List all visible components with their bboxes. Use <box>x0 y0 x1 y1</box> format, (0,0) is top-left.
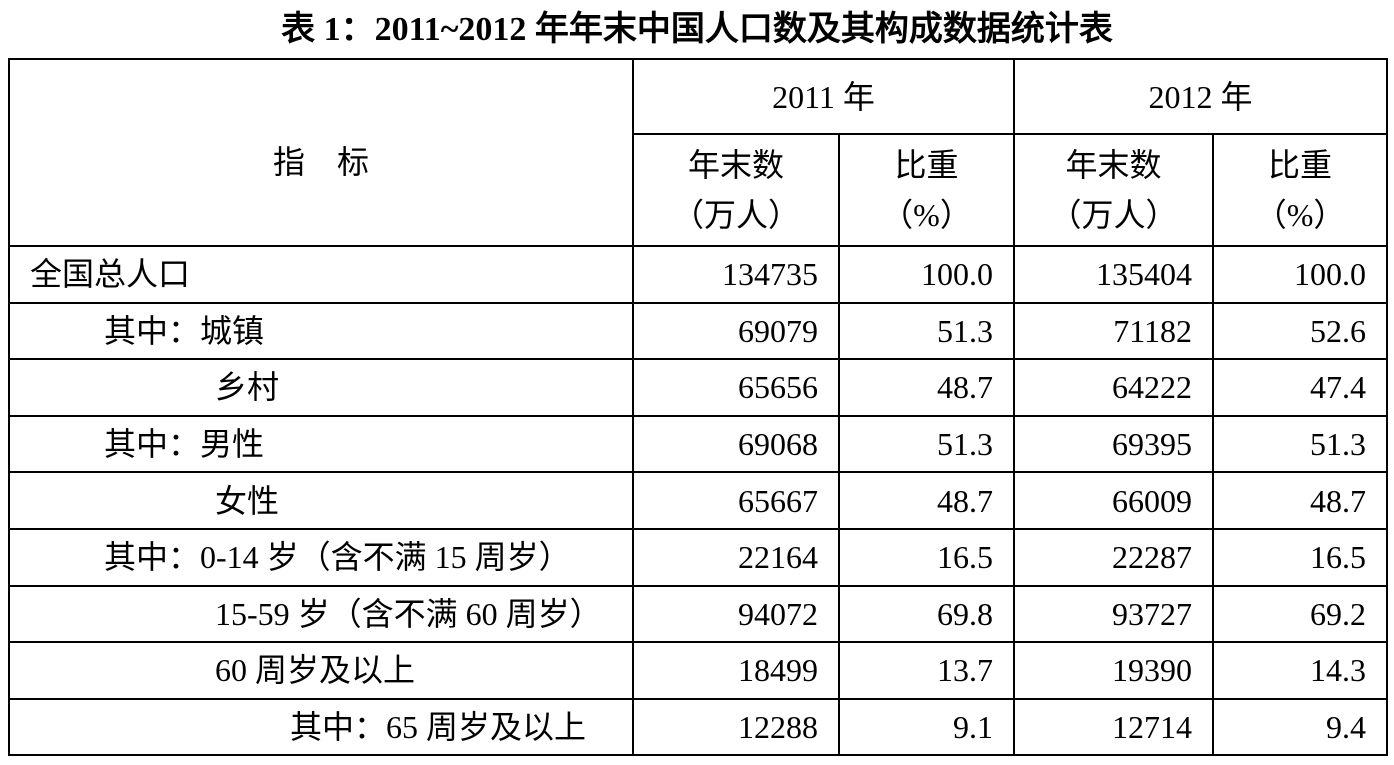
cell-value: 94072 <box>632 584 840 644</box>
row-label: 乡村 <box>8 358 634 417</box>
column-header-line: （%） <box>881 197 972 233</box>
table-row: 其中：城镇 69079 51.3 71182 52.6 <box>8 301 1389 361</box>
table-row: 其中：男性 69068 51.3 69395 51.3 <box>8 414 1389 474</box>
cell-value: 48.7 <box>837 471 1016 530</box>
cell-value: 69068 <box>632 414 840 474</box>
cell-value: 16.5 <box>1212 527 1389 587</box>
cell-value: 22164 <box>632 527 840 587</box>
table-row: 全国总人口 134735 100.0 135404 100.0 <box>8 245 1389 304</box>
row-label: 其中：0-14 岁（含不满 15 周岁） <box>8 527 634 587</box>
cell-value: 65656 <box>632 358 840 417</box>
table-row: 60 周岁及以上 18499 13.7 19390 14.3 <box>8 641 1389 700</box>
cell-value: 13.7 <box>837 641 1016 700</box>
cell-value: 12288 <box>632 697 840 757</box>
row-label: 其中：男性 <box>8 414 634 474</box>
row-label: 其中：65 周岁及以上 <box>8 697 634 757</box>
cell-value: 18499 <box>632 641 840 700</box>
cell-value: 71182 <box>1013 301 1215 361</box>
row-label: 全国总人口 <box>8 245 634 304</box>
cell-value: 19390 <box>1013 641 1215 700</box>
cell-value: 22287 <box>1013 527 1215 587</box>
cell-value: 47.4 <box>1212 358 1389 417</box>
year-header: 2011 年 <box>631 58 1016 135</box>
column-header-line: （万人） <box>671 197 800 233</box>
cell-value: 51.3 <box>837 414 1016 474</box>
cell-value: 12714 <box>1013 697 1215 757</box>
column-header-line: 年末数 <box>687 147 784 183</box>
cell-value: 69079 <box>632 301 840 361</box>
cell-value: 16.5 <box>837 527 1016 587</box>
column-header: 比重 （%） <box>837 133 1016 247</box>
cell-value: 51.3 <box>837 301 1016 361</box>
cell-value: 100.0 <box>837 245 1016 304</box>
column-header-line: 比重 <box>894 147 959 183</box>
cell-value: 51.3 <box>1212 414 1389 474</box>
column-header-line: （%） <box>1254 197 1346 233</box>
cell-value: 69.8 <box>837 584 1016 644</box>
cell-value: 69.2 <box>1212 584 1389 644</box>
table-row: 其中：0-14 岁（含不满 15 周岁） 22164 16.5 22287 16.5 <box>8 527 1389 587</box>
table-row: 女性 65667 48.7 66009 48.7 <box>8 471 1389 530</box>
row-label: 60 周岁及以上 <box>8 641 634 700</box>
cell-value: 9.1 <box>837 697 1016 757</box>
column-header: 比重 （%） <box>1212 133 1389 247</box>
cell-value: 65667 <box>632 471 840 530</box>
row-label: 女性 <box>8 471 634 530</box>
cell-value: 52.6 <box>1212 301 1389 361</box>
column-header: 年末数 （万人） <box>632 133 840 247</box>
year-header: 2012 年 <box>1013 58 1389 135</box>
row-label: 其中：城镇 <box>8 301 634 361</box>
column-header-line: 年末数 <box>1065 147 1162 183</box>
table-row: 其中：65 周岁及以上 12288 9.1 12714 9.4 <box>8 697 1389 757</box>
row-label: 15-59 岁（含不满 60 周岁） <box>8 584 634 644</box>
cell-value: 69395 <box>1013 414 1215 474</box>
column-header: 年末数 （万人） <box>1013 133 1215 247</box>
cell-value: 93727 <box>1013 584 1215 644</box>
table-title: 表 1：2011~2012 年年末中国人口数及其构成数据统计表 <box>281 11 1113 48</box>
cell-value: 135404 <box>1013 245 1215 304</box>
cell-value: 66009 <box>1013 471 1215 530</box>
cell-value: 9.4 <box>1212 697 1389 757</box>
cell-value: 64222 <box>1013 358 1215 417</box>
indicator-header: 指 标 <box>8 58 634 247</box>
cell-value: 100.0 <box>1212 245 1389 304</box>
cell-value: 134735 <box>632 245 840 304</box>
column-header-line: 比重 <box>1268 147 1333 183</box>
table-row: 15-59 岁（含不满 60 周岁） 94072 69.8 93727 69.2 <box>8 584 1389 644</box>
cell-value: 14.3 <box>1212 641 1389 700</box>
table-row: 乡村 65656 48.7 64222 47.4 <box>8 358 1389 417</box>
cell-value: 48.7 <box>837 358 1016 417</box>
cell-value: 48.7 <box>1212 471 1389 530</box>
column-header-line: （万人） <box>1049 197 1178 233</box>
data-table: 指 标 2011 年 2012 年 年末数 （万人） 比重 （%） 年末数 （万人） 比重 （… <box>8 58 1389 757</box>
